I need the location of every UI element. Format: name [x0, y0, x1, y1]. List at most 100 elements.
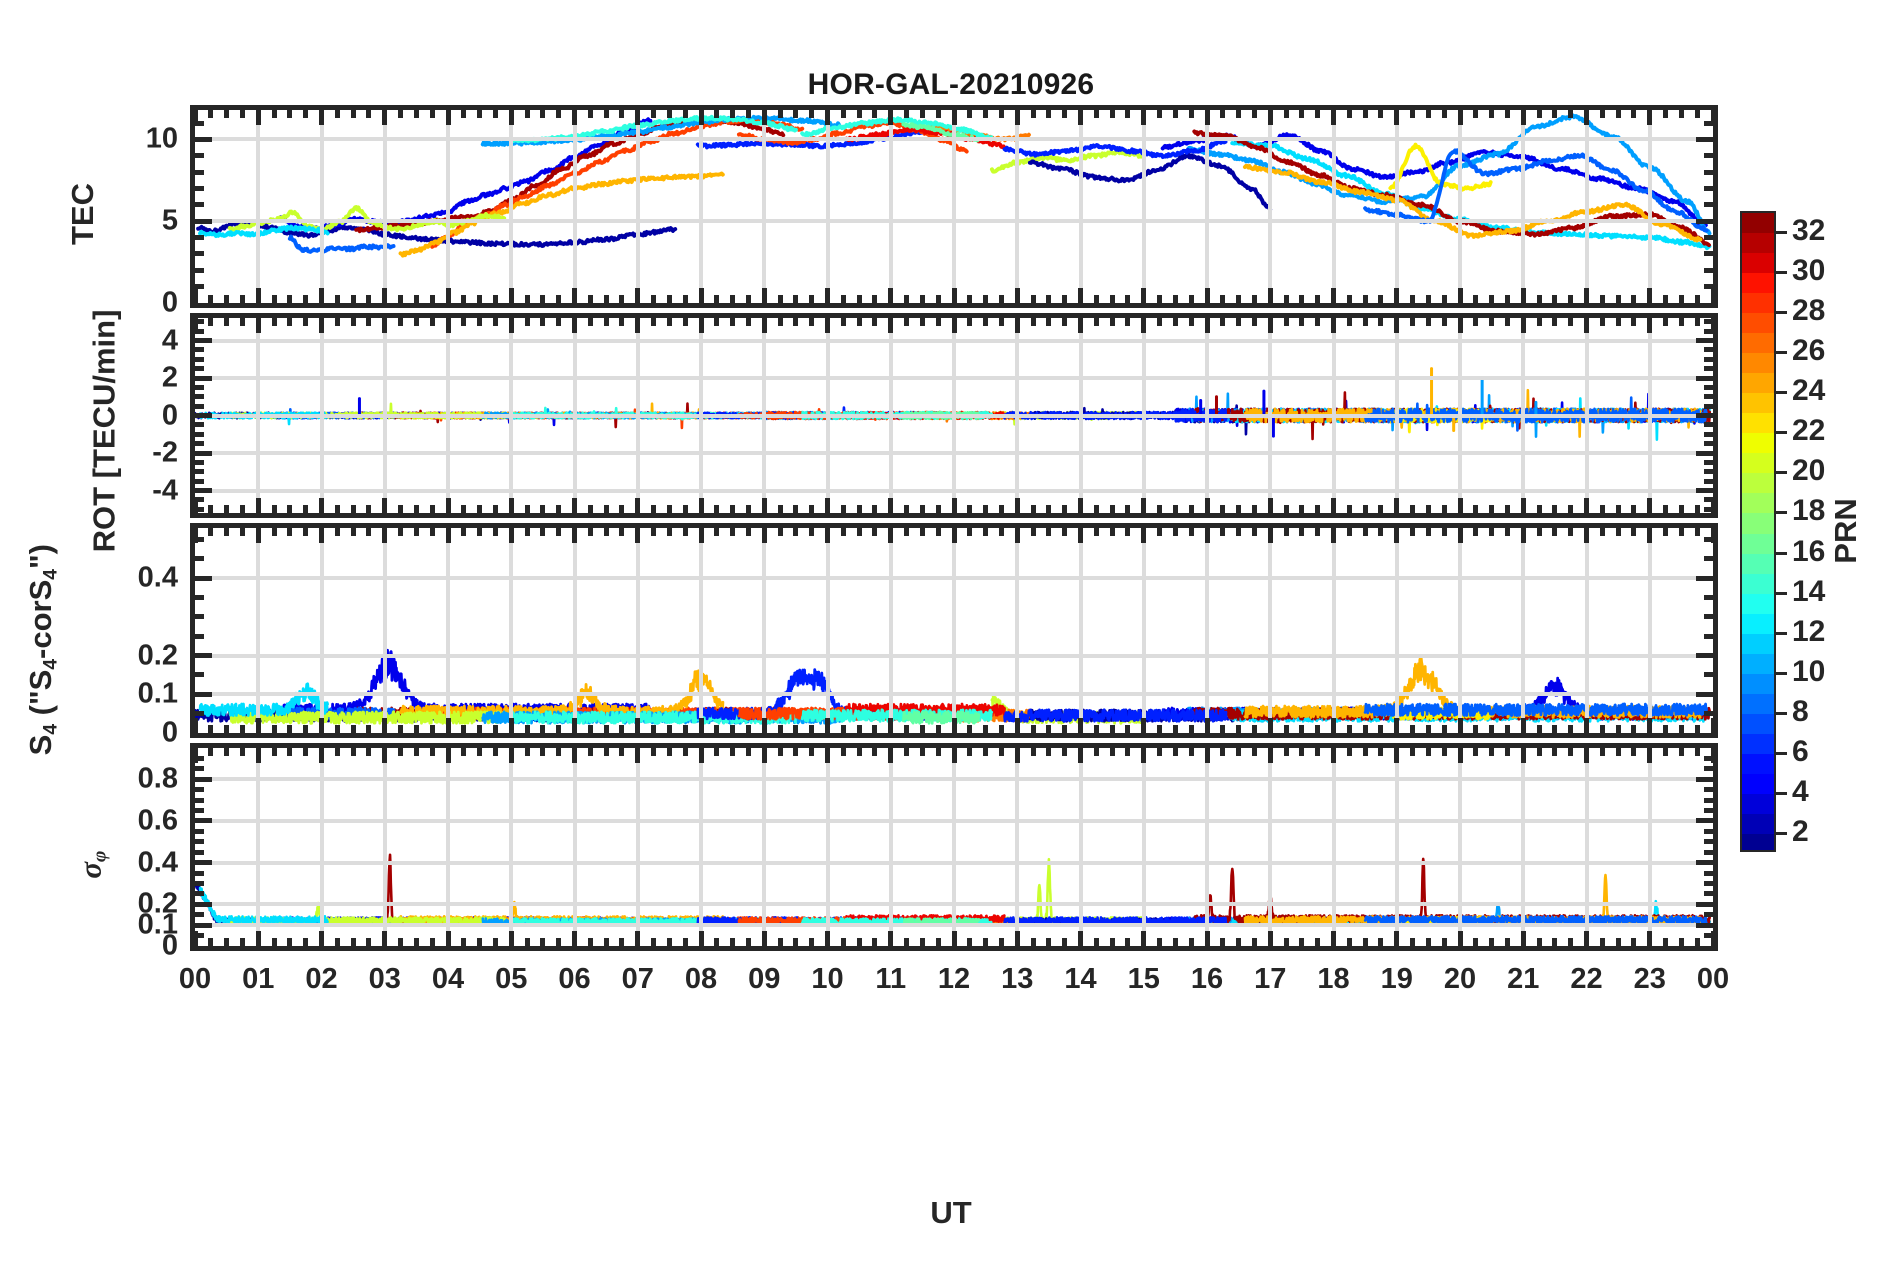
x-tick — [1251, 318, 1257, 326]
x-tick — [951, 110, 957, 125]
x-tick — [492, 295, 498, 303]
y-tick — [195, 469, 204, 475]
gridline-vertical — [1141, 528, 1146, 733]
gridline-vertical — [319, 110, 324, 303]
x-tick — [619, 295, 625, 303]
x-tick — [1109, 318, 1115, 326]
x-tick — [951, 498, 957, 513]
y-tick — [1696, 922, 1713, 928]
x-tick — [714, 295, 720, 303]
x-tick — [1457, 498, 1463, 513]
x-tick — [1251, 725, 1257, 733]
x-tick — [1504, 505, 1510, 513]
x-tick — [1046, 295, 1052, 303]
x-tick — [1694, 295, 1700, 303]
colorbar-prn[interactable] — [1740, 211, 1776, 852]
x-tick — [572, 931, 577, 946]
y-tick — [1696, 776, 1713, 782]
x-tick — [1109, 748, 1115, 756]
gridline-vertical — [952, 528, 956, 733]
x-tick — [666, 725, 672, 733]
x-tick — [682, 748, 688, 756]
x-tick — [998, 295, 1004, 303]
x-tick — [477, 528, 483, 536]
x-tick — [1078, 718, 1083, 733]
x-tick — [904, 318, 910, 326]
gridline-vertical — [382, 528, 387, 733]
x-tick — [1520, 931, 1526, 946]
x-tick — [1251, 528, 1257, 536]
x-tick — [587, 318, 593, 326]
x-tick — [556, 318, 562, 326]
gridline-horizontal — [195, 777, 1713, 782]
x-tick — [319, 718, 324, 733]
y-tick — [1704, 839, 1713, 845]
x-tick — [825, 498, 830, 513]
x-tick — [935, 528, 941, 536]
gridline-vertical — [888, 110, 893, 303]
x-tick — [1615, 938, 1621, 946]
data-trace — [901, 122, 981, 143]
x-tick — [224, 748, 230, 756]
y-tick — [195, 595, 204, 601]
gridline-vertical — [1647, 110, 1652, 303]
y-tick — [1704, 441, 1713, 447]
x-tick — [1220, 318, 1226, 326]
x-tick — [556, 938, 562, 946]
x-tick — [666, 938, 672, 946]
y-tick — [1704, 497, 1713, 503]
x-tick — [619, 938, 625, 946]
x-tick — [1663, 318, 1669, 326]
x-tick-label: 09 — [748, 963, 781, 995]
x-tick — [1236, 295, 1242, 303]
x-tick-label: 00 — [1696, 963, 1730, 995]
x-tick — [461, 748, 467, 756]
x-tick — [1647, 318, 1653, 333]
x-tick — [1188, 725, 1194, 733]
x-tick — [1678, 725, 1684, 733]
x-tick — [445, 528, 451, 543]
colorbar-tick-label: 6 — [1792, 734, 1809, 768]
y-tick-label: 0.2 — [137, 639, 178, 672]
x-tick — [413, 110, 419, 118]
y-tick — [195, 933, 204, 939]
x-tick — [540, 318, 546, 326]
x-tick — [1568, 505, 1574, 513]
y-tick — [195, 808, 204, 814]
x-tick — [1710, 318, 1713, 333]
x-tick — [508, 748, 514, 763]
gridline-vertical — [762, 528, 767, 733]
x-tick — [714, 110, 720, 118]
x-tick — [319, 288, 324, 303]
gridline-vertical — [1078, 110, 1083, 303]
data-trace — [398, 171, 725, 258]
y-tick — [195, 711, 204, 717]
x-tick — [682, 528, 688, 536]
x-tick — [1346, 528, 1352, 536]
x-tick — [1078, 288, 1083, 303]
x-tick — [1093, 318, 1099, 326]
y-tick — [195, 870, 204, 876]
x-tick — [1694, 110, 1700, 118]
panel-rot — [190, 313, 1718, 518]
x-tick — [1331, 931, 1336, 946]
x-tick — [1615, 725, 1621, 733]
x-tick — [777, 748, 783, 756]
x-tick — [508, 498, 514, 513]
x-tick-label: 02 — [305, 963, 338, 995]
x-tick — [508, 931, 514, 946]
x-tick — [366, 528, 372, 536]
x-tick — [967, 528, 973, 536]
x-tick — [1267, 498, 1273, 513]
x-tick-label: 20 — [1443, 963, 1477, 995]
gridline-vertical — [762, 110, 767, 303]
x-tick — [1204, 498, 1210, 513]
x-tick — [603, 110, 609, 118]
y-tick — [195, 251, 204, 257]
x-tick — [398, 110, 404, 118]
x-tick — [635, 288, 641, 303]
y-tick-label: 0 — [161, 929, 178, 962]
y-tick-label: 0.1 — [137, 908, 178, 941]
colorbar-tick — [1776, 791, 1787, 795]
gridline-vertical — [1078, 748, 1083, 946]
